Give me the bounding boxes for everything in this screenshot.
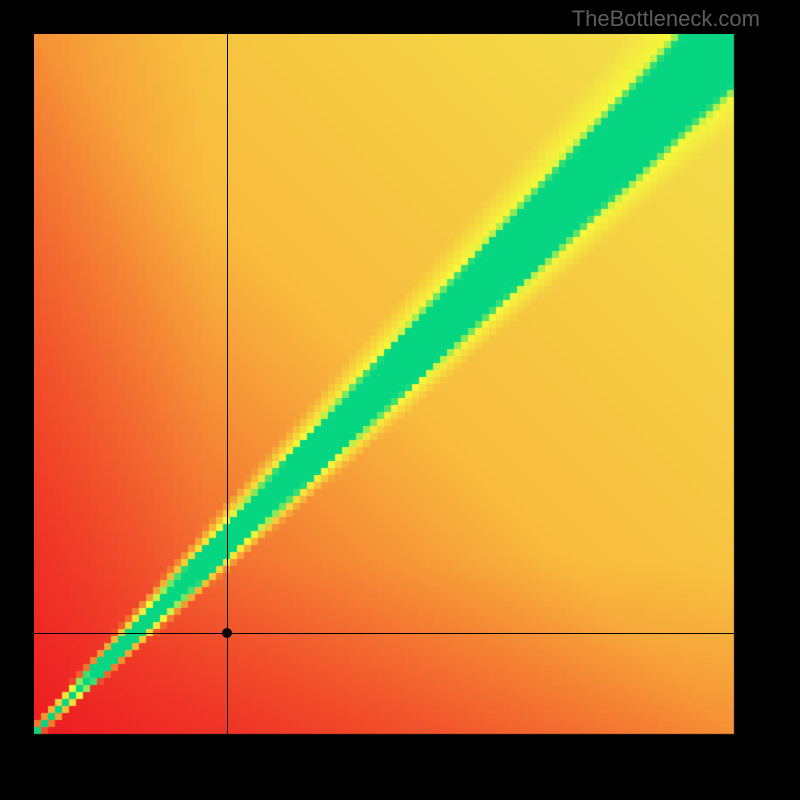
crosshair-horizontal — [34, 633, 766, 634]
heatmap-plot — [34, 34, 766, 766]
crosshair-vertical — [227, 34, 228, 766]
attribution-text: TheBottleneck.com — [572, 6, 760, 32]
crosshair-marker-dot — [222, 628, 232, 638]
heatmap-canvas — [34, 34, 766, 766]
